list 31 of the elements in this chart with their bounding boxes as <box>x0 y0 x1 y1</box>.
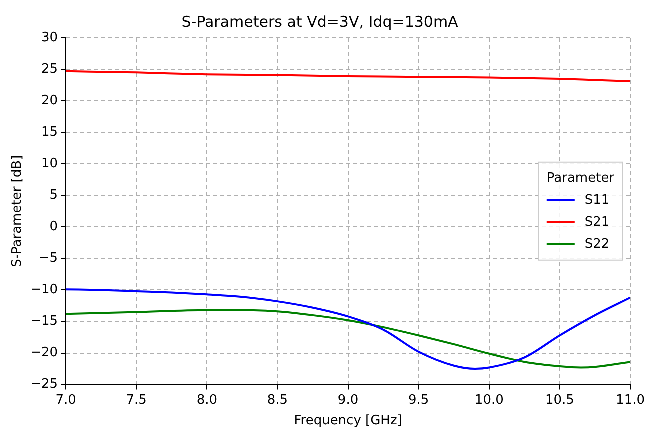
line-series <box>66 70 631 83</box>
x-tick-label: 8.5 <box>267 392 288 408</box>
y-tick-label: −25 <box>30 377 58 392</box>
legend-label: S11 <box>584 192 610 208</box>
x-axis-title: Frequency [GHz] <box>294 414 402 429</box>
y-tick-label: 20 <box>41 93 58 108</box>
legend-label: S22 <box>584 236 610 252</box>
x-tick-label: 10.5 <box>545 392 574 408</box>
line-series <box>66 288 631 370</box>
x-tick-label: 7.0 <box>56 392 76 408</box>
x-tick-label: 9.0 <box>338 392 359 408</box>
x-tick-label: 7.5 <box>126 392 147 408</box>
y-tick-label: −15 <box>30 314 58 330</box>
y-tick-label: 15 <box>41 124 58 140</box>
legend-title: Parameter <box>546 170 616 186</box>
chart-title: S-Parameters at Vd=3V, Idq=130mA <box>182 12 460 31</box>
y-tick-label: −5 <box>38 251 58 266</box>
x-tick-label: 11.0 <box>616 392 646 408</box>
y-tick-label: −20 <box>30 346 58 361</box>
x-tick-label: 10.0 <box>474 392 504 408</box>
y-tick-label: 30 <box>41 30 58 46</box>
line-series <box>66 309 631 369</box>
y-tick-label: 5 <box>50 188 58 204</box>
y-tick-label: 25 <box>41 62 58 77</box>
x-tick-label: 9.5 <box>408 392 430 408</box>
y-tick-label: −10 <box>30 282 58 298</box>
y-tick-label: 10 <box>41 156 58 172</box>
legend-label: S21 <box>584 214 610 230</box>
y-tick-label: 0 <box>50 220 58 235</box>
x-tick-label: 8.0 <box>196 392 218 408</box>
y-axis-title: S-Parameter [dB] <box>10 155 26 268</box>
